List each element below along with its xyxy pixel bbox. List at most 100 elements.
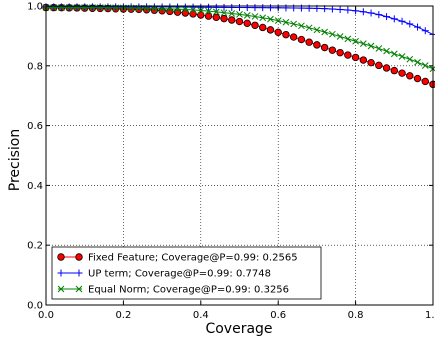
series-marker-3 [421, 62, 429, 69]
x-tick-label: 0.6 [270, 310, 286, 321]
legend: Fixed Feature; Coverage@P=0.99: 0.2565 UP… [51, 246, 322, 300]
series-marker-1 [375, 61, 383, 70]
series-marker-3 [50, 4, 58, 11]
series-marker-2 [112, 3, 120, 11]
x-tick-label: 0.0 [38, 310, 54, 321]
series-marker-3 [205, 7, 212, 15]
series-marker-2 [421, 27, 429, 35]
series-marker-3-b [267, 15, 274, 23]
series-marker-1 [421, 77, 429, 86]
y-tick-label: 0.0 [27, 301, 43, 312]
series-marker-2 [328, 5, 336, 13]
y-tick-label: 0.4 [27, 181, 43, 192]
series-marker-3 [65, 4, 73, 11]
legend-entry-1: Fixed Feature; Coverage@P=0.99: 0.2565 [57, 253, 298, 264]
series-marker-3-b [282, 18, 290, 26]
series-marker-1 [228, 16, 236, 24]
y-tick-label: 0.8 [27, 61, 43, 72]
series-marker-3-b [197, 7, 205, 14]
series-marker-2 [406, 20, 414, 28]
series-marker-3-b [414, 58, 421, 66]
series-marker-3 [189, 6, 197, 14]
series-marker-1 [274, 28, 282, 37]
series-marker-3-b [212, 8, 220, 16]
series-marker-2 [367, 9, 375, 17]
series-marker-1 [243, 19, 251, 28]
series-marker-2 [228, 3, 236, 11]
legend-marker-end [75, 285, 83, 293]
x-tick-label: 1.0 [425, 310, 435, 321]
series-marker-3 [243, 12, 251, 19]
series-marker-3 [58, 4, 65, 11]
series-marker-3-b [50, 4, 58, 11]
series-marker-1 [197, 11, 205, 19]
series-marker-3 [158, 5, 166, 13]
legend-marker-start [57, 285, 65, 293]
series-marker-3-b [274, 17, 282, 25]
series-marker-3-b [406, 55, 414, 63]
series-marker-1 [297, 35, 306, 44]
series-marker-3 [390, 50, 398, 58]
series-marker-1 [289, 33, 298, 41]
series-marker-2 [143, 3, 151, 11]
series-marker-1 [359, 56, 368, 64]
legend-marker-start [57, 253, 65, 261]
series-marker-3 [406, 55, 414, 63]
legend-box [51, 246, 322, 300]
series-marker-1 [367, 58, 375, 67]
series-marker-1 [328, 46, 337, 54]
series-marker-3-b [73, 4, 81, 11]
x-tick-label: 0.4 [193, 310, 209, 321]
series-marker-3 [259, 14, 267, 22]
series-marker-3-b [181, 6, 189, 13]
series-marker-3 [336, 33, 344, 40]
series-marker-3 [174, 5, 181, 13]
series-marker-3-b [236, 11, 243, 18]
series-marker-1 [390, 66, 398, 75]
series-marker-1 [336, 48, 344, 57]
plot-frame [45, 5, 434, 306]
series-marker-2 [259, 4, 267, 12]
series-marker-3 [267, 15, 274, 23]
series-marker-3-b [390, 50, 398, 58]
series-marker-1 [351, 53, 360, 62]
series-marker-1 [259, 23, 267, 32]
y-axis-label: Precision [7, 129, 23, 191]
series-marker-3-b [352, 37, 359, 45]
series-marker-2 [375, 11, 383, 19]
series-marker-3 [228, 10, 236, 17]
series-marker-1 [398, 69, 406, 77]
series-marker-2 [414, 23, 422, 31]
series-marker-2 [336, 6, 344, 14]
series-marker-1 [251, 21, 259, 29]
series-marker-3 [166, 5, 174, 13]
series-marker-3-b [158, 5, 166, 13]
series-marker-2 [220, 3, 228, 11]
series-marker-3 [383, 47, 390, 55]
series-marker-3 [220, 9, 228, 17]
series-marker-2 [150, 3, 158, 11]
series-marker-3 [290, 20, 298, 28]
series-marker-3 [313, 26, 321, 34]
series-marker-1 [313, 41, 321, 49]
series-marker-1 [181, 9, 190, 17]
series-marker-3 [344, 35, 352, 43]
series-marker-2 [266, 4, 274, 12]
series-marker-3-b [329, 30, 336, 38]
series-marker-3 [236, 11, 243, 18]
series-marker-3 [321, 28, 328, 36]
series-marker-3-b [205, 7, 212, 15]
x-axis-label: Coverage [205, 321, 272, 337]
legend-marker-end [75, 269, 83, 277]
series-marker-2 [205, 3, 213, 11]
series-marker-3 [73, 4, 81, 11]
y-tick-label: 0.2 [27, 241, 43, 252]
series-marker-3-b [359, 40, 367, 47]
series-marker-3 [298, 22, 305, 30]
series-marker-1 [305, 38, 313, 46]
legend-marker-end-b [75, 285, 83, 293]
ticks: 0.0 0.2 0.4 0.6 0.8 1.0 0.0 0.2 0.4 0.6 0.8 1.0 [27, 2, 435, 322]
legend-marker-start-b [57, 285, 65, 293]
series-marker-3-b [174, 5, 181, 13]
series-marker-3-b [65, 4, 73, 11]
